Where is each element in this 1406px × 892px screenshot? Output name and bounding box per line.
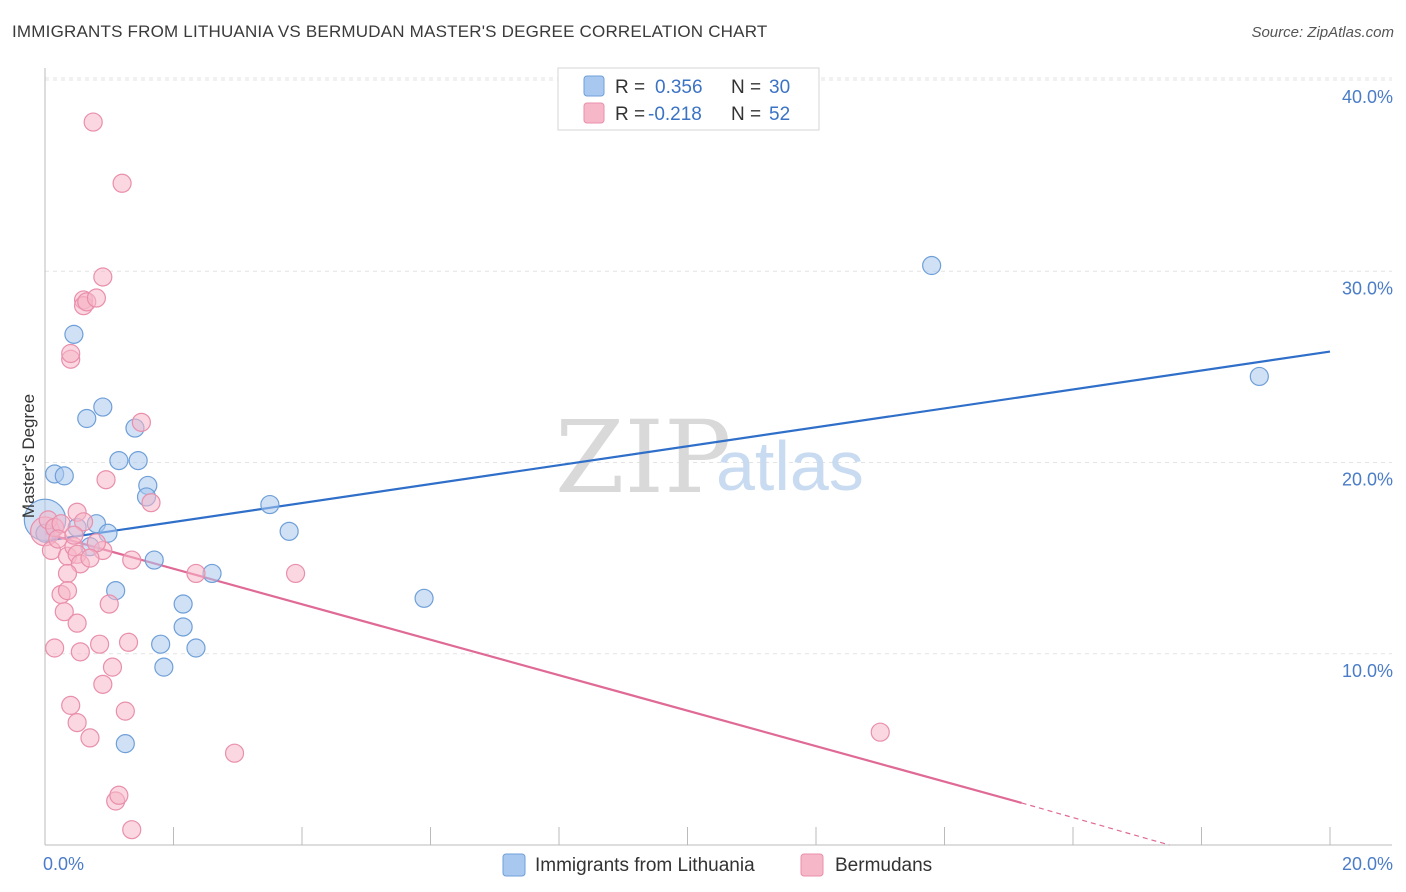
point-bermudans-30 <box>61 343 81 364</box>
point-bermudans-35 <box>93 267 113 287</box>
watermark-zip: ZIP <box>555 399 731 516</box>
point-bermudans-28 <box>122 820 142 840</box>
x-tick-label-max: 20.0% <box>1342 854 1393 874</box>
legend-swatch-lithuania <box>583 75 605 97</box>
trendline-lithuania <box>44 350 1331 543</box>
point-lithuania-21 <box>173 617 193 637</box>
point-lithuania-4 <box>64 324 84 344</box>
watermark: ZIP atlas <box>555 399 864 516</box>
point-bermudans-21 <box>102 657 123 677</box>
point-lithuania-29 <box>115 734 135 754</box>
legend-bottom-swatch-bermudans <box>800 853 824 877</box>
legend-r-value-lithuania: 0.356 <box>655 77 703 98</box>
point-lithuania-18 <box>151 634 171 654</box>
point-bermudans-19 <box>93 674 113 694</box>
point-bermudans-36 <box>83 112 103 132</box>
source-label: Source: ZipAtlas.com <box>1251 24 1394 41</box>
point-bermudans-47 <box>870 722 890 742</box>
legend-n-value-bermudans: 52 <box>769 104 790 125</box>
y-tick-label-20: 20.0% <box>1342 470 1393 490</box>
point-bermudans-9 <box>57 563 78 584</box>
trendline-bermudans-extension <box>1021 802 1170 846</box>
point-bermudans-46 <box>224 743 245 763</box>
point-bermudans-39 <box>131 412 151 432</box>
point-lithuania-11 <box>109 450 129 471</box>
points-layer <box>23 112 1269 840</box>
point-lithuania-13 <box>128 450 148 471</box>
point-bermudans-37 <box>112 173 132 193</box>
legend-bottom-label-bermudans: Bermudans <box>835 855 932 876</box>
point-bermudans-15 <box>45 638 65 658</box>
point-lithuania-5 <box>77 408 97 429</box>
point-lithuania-27 <box>922 255 942 276</box>
point-bermudans-44 <box>186 563 206 584</box>
point-bermudans-40 <box>141 493 161 513</box>
point-bermudans-18 <box>80 728 100 748</box>
grid-layer <box>45 77 1392 655</box>
point-bermudans-49 <box>73 512 94 532</box>
point-bermudans-50 <box>64 525 84 545</box>
point-lithuania-6 <box>93 397 113 417</box>
legend-n-label-bermudans: N = <box>731 104 761 125</box>
legend-stats: R = 0.356 N = 30 R = -0.218 N = 52 <box>557 67 820 131</box>
point-bermudans-27 <box>109 785 129 805</box>
point-lithuania-3 <box>54 466 74 486</box>
chart-title: IMMIGRANTS FROM LITHUANIA VS BERMUDAN MA… <box>12 22 768 41</box>
point-lithuania-20 <box>173 594 193 614</box>
point-bermudans-17 <box>67 712 87 733</box>
watermark-atlas: atlas <box>716 427 864 505</box>
x-tick-label-min: 0.0% <box>43 854 84 874</box>
legend-bottom-swatch-lithuania <box>502 853 526 877</box>
legend-swatch-bermudans <box>583 102 605 124</box>
legend-series: Immigrants from Lithuania Bermudans <box>502 853 932 877</box>
point-lithuania-25 <box>279 521 299 541</box>
point-lithuania-19 <box>154 657 174 677</box>
point-lithuania-24 <box>260 494 280 515</box>
y-tick-label-10: 10.0% <box>1342 661 1393 681</box>
point-bermudans-12 <box>57 581 78 601</box>
legend-n-value-lithuania: 30 <box>769 77 790 98</box>
point-bermudans-11 <box>54 602 74 622</box>
point-bermudans-24 <box>118 632 139 652</box>
legend-r-value-bermudans: -0.218 <box>648 104 702 125</box>
y-axis-title: Master's Degree <box>19 394 38 518</box>
axes-layer: 10.0% 20.0% 30.0% 40.0% 0.0% 20.0% <box>43 68 1393 874</box>
point-bermudans-25 <box>122 550 142 570</box>
point-bermudans-34 <box>86 288 107 308</box>
point-bermudans-22 <box>99 594 119 614</box>
point-bermudans-20 <box>90 634 110 654</box>
legend-r-label-bermudans: R = <box>615 104 645 125</box>
point-bermudans-51 <box>80 548 100 568</box>
point-lithuania-26 <box>414 588 434 608</box>
point-bermudans-45 <box>285 563 306 584</box>
y-tick-label-30: 30.0% <box>1342 278 1393 298</box>
y-tick-label-40: 40.0% <box>1342 87 1393 107</box>
point-bermudans-38 <box>96 470 116 490</box>
point-bermudans-23 <box>115 701 135 721</box>
point-lithuania-23 <box>202 563 222 584</box>
point-lithuania-22 <box>186 638 206 658</box>
point-lithuania-16 <box>144 550 164 570</box>
point-bermudans-48 <box>48 529 68 549</box>
legend-n-label-lithuania: N = <box>731 77 761 98</box>
point-bermudans-14 <box>70 642 90 662</box>
point-bermudans-13 <box>67 613 87 633</box>
legend-r-label-lithuania: R = <box>615 77 645 98</box>
legend-bottom-label-lithuania: Immigrants from Lithuania <box>535 855 755 876</box>
point-lithuania-28 <box>1249 366 1269 387</box>
point-bermudans-16 <box>61 695 81 715</box>
